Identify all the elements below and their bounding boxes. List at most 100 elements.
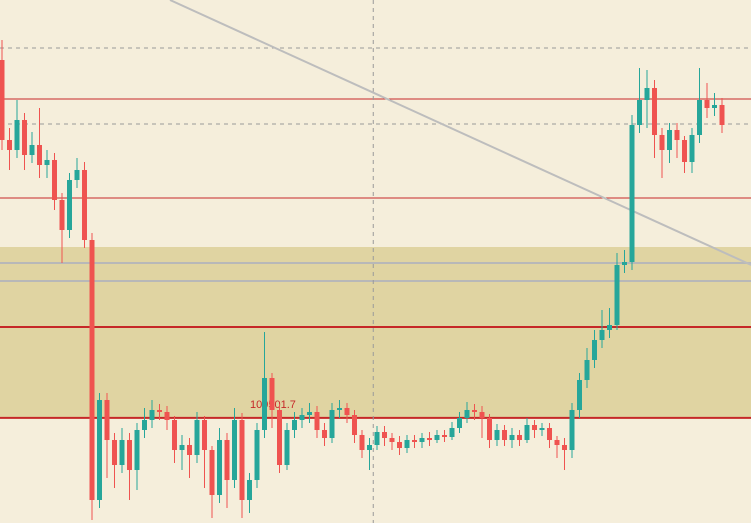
candle-body	[577, 380, 582, 410]
candle-body	[52, 160, 57, 200]
candle-body	[607, 325, 612, 330]
candle-body	[314, 412, 320, 430]
candle-body	[644, 88, 650, 100]
candle-body	[554, 440, 560, 445]
candle-body	[292, 420, 297, 430]
candle-body	[284, 430, 290, 465]
candle-body	[329, 410, 335, 438]
candle-body	[524, 425, 530, 440]
candle-body	[629, 125, 635, 262]
candle-body	[689, 135, 695, 162]
candle-body	[487, 418, 492, 440]
candle-body	[232, 420, 237, 480]
candle-body	[239, 420, 245, 500]
candle-body	[404, 440, 410, 448]
candle-body	[449, 428, 455, 437]
candle-body	[44, 160, 50, 165]
candle-body	[517, 435, 522, 440]
candle-body	[472, 410, 477, 412]
candle-body	[262, 378, 267, 430]
candle-body	[337, 408, 342, 410]
candle-body	[217, 440, 222, 495]
candle-body	[419, 438, 425, 442]
candle-body	[569, 410, 575, 450]
candle-body	[22, 120, 27, 155]
candle-body	[434, 435, 440, 440]
candle-body	[224, 440, 230, 480]
candle-body	[547, 428, 552, 440]
zone	[0, 247, 751, 418]
candle-body	[652, 88, 657, 135]
candle-body	[97, 400, 102, 500]
candle-body	[67, 180, 72, 230]
candle-body	[134, 430, 140, 470]
candle-body	[659, 135, 665, 150]
candle-body	[494, 430, 500, 440]
candle-body	[719, 105, 725, 125]
candle-body	[667, 130, 672, 150]
candle-body	[389, 438, 395, 442]
candle-body	[704, 100, 710, 108]
candle-body	[307, 412, 312, 415]
candle-body	[247, 480, 252, 500]
candle-body	[712, 105, 717, 108]
candle-body	[584, 360, 590, 380]
candle-body	[119, 440, 125, 465]
candle-body	[374, 432, 380, 445]
candle-body	[412, 440, 417, 442]
candle-body	[14, 120, 20, 150]
candle-body	[29, 145, 35, 155]
candle-body	[502, 430, 507, 440]
candle-body	[539, 428, 545, 430]
candle-body	[479, 412, 485, 418]
candle-body	[164, 412, 170, 420]
candle-body	[209, 450, 215, 495]
candle-body	[382, 432, 387, 438]
candle-body	[614, 265, 620, 325]
candle-body	[0, 60, 5, 140]
candle-body	[592, 340, 597, 360]
candle-body	[157, 410, 162, 412]
candle-body	[104, 400, 110, 440]
candle-body	[344, 408, 350, 415]
candle-body	[254, 430, 260, 480]
candle-body	[532, 425, 537, 430]
candle-body	[127, 440, 132, 470]
candle-body	[674, 130, 680, 140]
candle-body	[187, 445, 192, 455]
candle-body	[269, 378, 275, 410]
candle-body	[682, 140, 687, 162]
candle-body	[457, 418, 462, 428]
trendline	[169, 0, 751, 266]
candle-body	[142, 420, 147, 430]
candle-body	[562, 445, 567, 450]
candle-body	[442, 435, 447, 437]
candle-body	[352, 415, 357, 435]
candle-body	[82, 170, 87, 240]
candle-body	[697, 100, 702, 135]
candle-body	[277, 410, 282, 465]
candle-body	[7, 140, 12, 150]
candle-body	[622, 262, 627, 265]
candle-body	[359, 435, 365, 450]
candle-body	[74, 170, 80, 180]
candle-body	[89, 240, 95, 500]
candle-body	[172, 420, 177, 450]
candle-body	[112, 440, 117, 465]
candle-body	[427, 438, 432, 440]
candle-body	[202, 420, 207, 450]
candle-body	[149, 410, 155, 420]
candle-body	[322, 430, 327, 438]
candle-body	[599, 330, 605, 340]
candle-body	[179, 445, 185, 450]
candle-body	[464, 410, 470, 418]
candle-body	[59, 200, 65, 230]
candle-body	[397, 442, 402, 448]
candle-body	[509, 435, 515, 440]
candle-body	[194, 420, 200, 455]
candle-body	[637, 100, 642, 125]
candle-body	[299, 415, 305, 420]
candle-body	[367, 445, 372, 450]
